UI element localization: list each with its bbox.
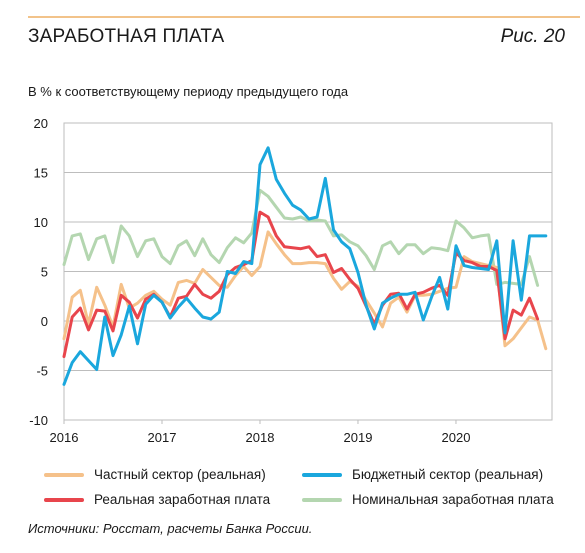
chart-title: ЗАРАБОТНАЯ ПЛАТА <box>28 26 225 47</box>
figure-number: Рис. 20 <box>500 26 565 47</box>
chart-subtitle: В % к соответствующему периоду предыдуще… <box>28 84 349 99</box>
source-note: Источники: Росстат, расчеты Банка России… <box>28 521 313 536</box>
y-tick-label: -5 <box>36 364 48 379</box>
top-rule <box>28 16 580 18</box>
y-tick-label: 15 <box>34 166 48 181</box>
y-tick-label: 0 <box>41 314 48 329</box>
series-line <box>62 230 548 351</box>
y-tick-label: -10 <box>29 413 48 428</box>
x-tick-label: 2020 <box>442 430 471 445</box>
y-tick-label: 20 <box>34 116 48 131</box>
x-tick-label: 2019 <box>344 430 373 445</box>
x-tick-label: 2017 <box>148 430 177 445</box>
x-tick-label: 2016 <box>50 430 79 445</box>
series-line <box>62 146 548 386</box>
x-tick-label: 2018 <box>246 430 275 445</box>
series-line <box>62 188 540 287</box>
y-tick-label: 10 <box>34 215 48 230</box>
y-tick-label: 5 <box>41 265 48 280</box>
